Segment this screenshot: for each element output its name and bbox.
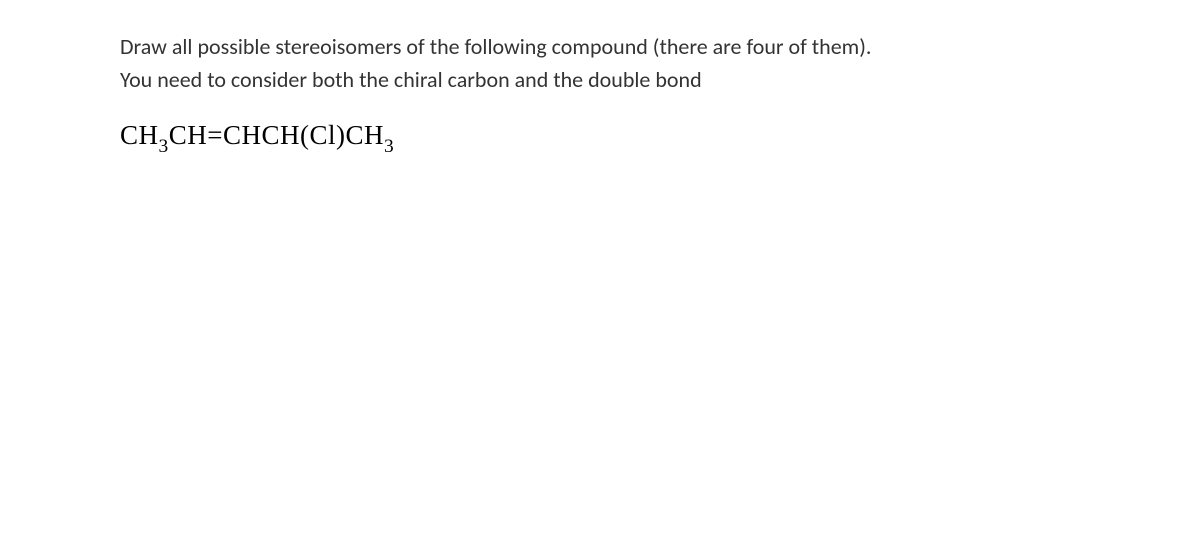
chemical-formula: CH3CH=CHCH(Cl)CH3 xyxy=(120,120,1160,156)
question-prompt: Draw all possible stereoisomers of the f… xyxy=(120,30,1160,96)
formula-subscript-2: 3 xyxy=(384,136,394,157)
formula-part-1: CH xyxy=(120,120,159,150)
formula-subscript-1: 3 xyxy=(159,136,169,157)
question-line-2: You need to consider both the chiral car… xyxy=(120,66,702,93)
formula-part-2: CH=CHCH(Cl)CH xyxy=(169,120,384,150)
question-line-1: Draw all possible stereoisomers of the f… xyxy=(120,33,871,60)
